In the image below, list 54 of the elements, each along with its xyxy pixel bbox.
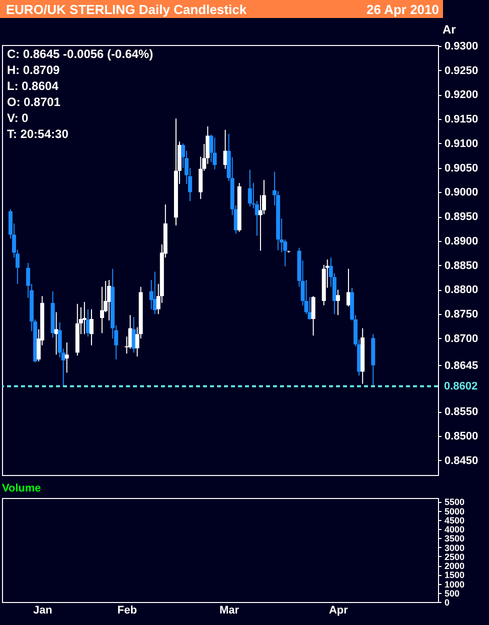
y-tick-label: 0.8750 (444, 308, 478, 321)
candlestick (212, 137, 217, 170)
y-tick-label: 0.8700 (444, 332, 478, 345)
candlestick (311, 296, 316, 336)
y-tick-label: 1000 (444, 579, 465, 590)
annotation: T: 20:54:30 (7, 127, 69, 141)
y-tick-label: 1500 (444, 570, 465, 580)
candlestick (64, 342, 69, 374)
y-tick-label: 5000 (444, 506, 465, 516)
y-tick-label: 0.9150 (444, 114, 478, 126)
y-tick-label: 0.9050 (444, 162, 478, 174)
y-tick-label: 0.9250 (444, 64, 478, 77)
candlestick (336, 289, 340, 316)
y-tick-label: 2000 (444, 561, 465, 572)
candlestick (54, 312, 58, 356)
y-tick-label: 0.8950 (444, 211, 478, 224)
ref-line-label: 0.8602 (444, 380, 478, 392)
y-tick-label: 0.8800 (444, 284, 478, 296)
annotation: O: 0.8701 (7, 95, 61, 109)
y-tick-label: 0.8450 (444, 454, 478, 467)
y-tick-label: 2500 (444, 552, 465, 562)
y-tick-label: 0 (444, 598, 450, 608)
y-tick-label: 0.9200 (444, 89, 478, 102)
y-tick-label: 3500 (444, 534, 465, 544)
annotation: L: 0.8604 (7, 79, 59, 93)
chart-title: Volume (2, 482, 41, 495)
y-tick-label: 0.9100 (444, 138, 478, 150)
y-tick-label: 0.9000 (444, 186, 478, 199)
y-tick-label: 0.9300 (444, 40, 478, 52)
candlestick (346, 268, 351, 307)
y-tick-label: 500 (444, 588, 460, 598)
annotation: H: 0.8709 (7, 63, 60, 77)
y-tick-label: 0.8645 (444, 360, 478, 372)
candlestick (82, 301, 86, 335)
y-tick-label: 5500 (444, 497, 465, 508)
y-tick-label: 0.8500 (444, 430, 478, 442)
y-tick-label: 0.8550 (444, 406, 478, 418)
y-tick-label: 4000 (444, 524, 465, 535)
x-tick-label: Mar (220, 604, 240, 616)
y-tick-label: 0.8900 (444, 235, 478, 248)
annotation: C: 0.8645 -0.0056 (-0.64%) (7, 47, 154, 61)
y-tick-label: 3000 (444, 542, 465, 553)
candlestick (132, 316, 136, 354)
x-tick-label: Apr (328, 604, 349, 616)
y-tick-label: 0.8850 (444, 260, 478, 272)
x-tick-label: Jan (33, 604, 52, 616)
x-tick-label: Feb (117, 604, 138, 616)
annotation: V: 0 (7, 111, 29, 125)
y-axis-title: Ar (442, 22, 456, 36)
candlestick (248, 169, 252, 207)
chart-title: EURO/UK STERLING Daily Candlestick (6, 2, 247, 16)
chart-subtitle: 26 Apr 2010 (366, 2, 439, 16)
candlestick (89, 308, 94, 346)
y-tick-label: 4500 (444, 515, 465, 526)
